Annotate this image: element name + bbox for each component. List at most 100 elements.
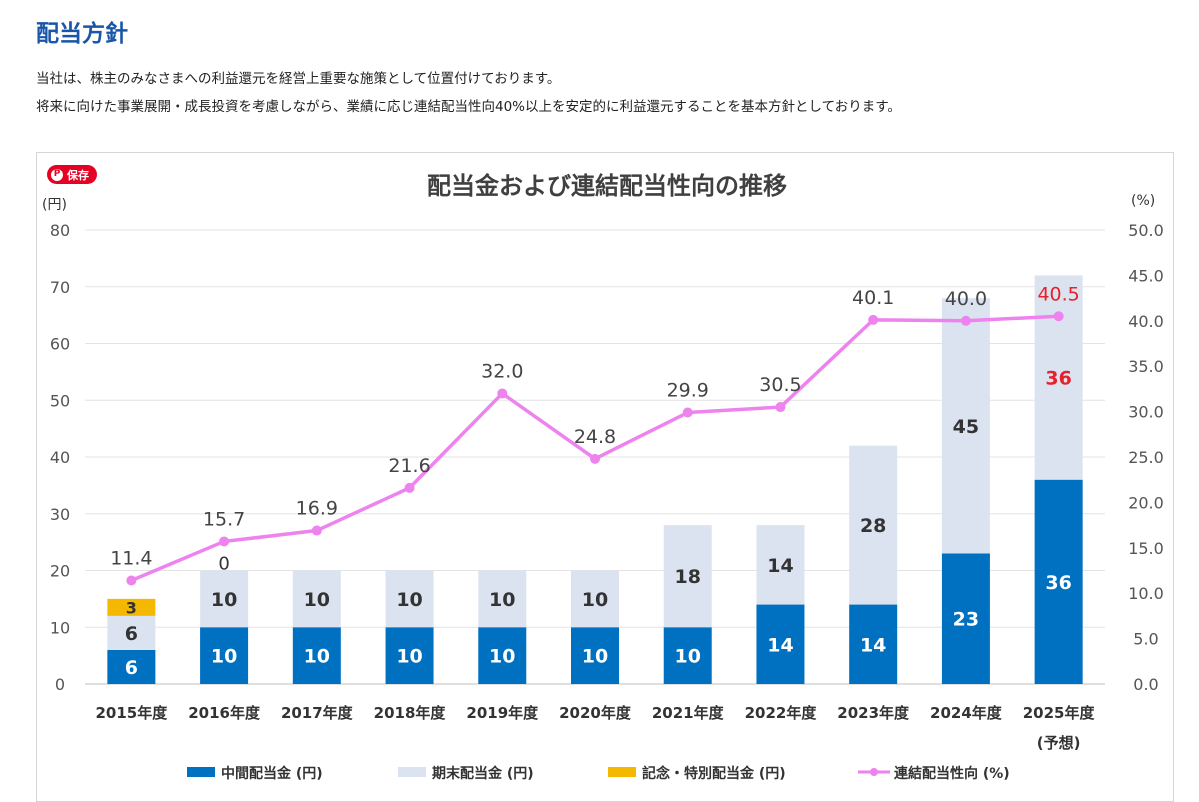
bar-final [1034, 275, 1083, 480]
label-interim: 10 [675, 646, 701, 668]
right-tick-label: 50.0 [1128, 221, 1164, 240]
payout-ratio-label: 40.1 [852, 287, 894, 309]
payout-ratio-point [682, 407, 693, 418]
label-interim: 36 [1045, 572, 1071, 594]
legend-label: 期末配当金 (円) [432, 765, 534, 782]
label-interim: 23 [953, 609, 979, 631]
left-tick-label: 50 [50, 391, 70, 410]
label-interim: 10 [304, 646, 330, 668]
bar-final [849, 445, 898, 605]
payout-ratio-label: 15.7 [203, 508, 245, 530]
right-axis-unit: (%) [1131, 193, 1155, 209]
right-tick-label: 5.0 [1133, 630, 1158, 649]
label-final: 36 [1045, 368, 1071, 390]
category-label: 2025年度 [1023, 704, 1096, 722]
right-tick-label: 25.0 [1128, 448, 1164, 467]
label-final: 28 [860, 515, 886, 537]
bar-final [478, 570, 527, 628]
bar-final [107, 615, 156, 650]
category-label: 2018年度 [374, 704, 447, 722]
payout-ratio-point [404, 482, 415, 493]
left-tick-label: 10 [50, 618, 70, 637]
bar-interim [941, 553, 990, 684]
bar-interim [107, 649, 156, 684]
left-tick-label: 40 [50, 448, 70, 467]
category-label: 2022年度 [745, 704, 818, 722]
legend-swatch [608, 767, 636, 777]
payout-ratio-point [219, 536, 230, 547]
label-interim: 10 [489, 646, 515, 668]
bar-final [200, 570, 249, 628]
label-interim: 10 [582, 646, 608, 668]
category-label: 2021年度 [652, 704, 725, 722]
bar-final [571, 570, 619, 628]
label-final: 45 [953, 416, 979, 438]
legend-label: 中間配当金 (円) [221, 765, 323, 782]
bar-interim [756, 604, 805, 684]
payout-ratio-label: 40.5 [1037, 283, 1079, 305]
pinterest-save-button[interactable]: P 保存 [47, 165, 97, 184]
category-note: (予想) [1037, 734, 1081, 752]
bar-final [663, 525, 712, 628]
payout-ratio-label: 11.4 [110, 547, 152, 569]
right-tick-label: 0.0 [1133, 675, 1158, 694]
category-label: 2017年度 [281, 704, 354, 722]
pinterest-icon: P [51, 168, 63, 181]
bar-interim [849, 604, 898, 684]
label-final: 10 [304, 589, 330, 611]
bar-interim [571, 627, 619, 684]
right-tick-label: 30.0 [1128, 403, 1164, 422]
right-tick-label: 20.0 [1128, 493, 1164, 512]
policy-paragraph-2: 将来に向けた事業展開・成長投資を考慮しながら、業績に応じ連結配当性向40%以上を… [36, 99, 901, 115]
right-tick-label: 10.0 [1128, 584, 1164, 603]
label-interim: 14 [860, 634, 886, 656]
left-tick-label: 60 [50, 335, 70, 354]
category-label: 2016年度 [188, 704, 261, 722]
payout-ratio-label: 30.5 [759, 374, 801, 396]
payout-ratio-point [868, 314, 879, 325]
payout-ratio-line [130, 314, 1059, 583]
category-label: 2015年度 [95, 704, 168, 722]
payout-ratio-point [1053, 311, 1064, 322]
payout-ratio-point [590, 453, 600, 464]
category-label: 2023年度 [837, 704, 910, 722]
bar-final [385, 570, 434, 628]
right-tick-label: 15.0 [1128, 539, 1164, 558]
payout-ratio-label: 21.6 [388, 455, 430, 477]
bar-interim [663, 627, 712, 684]
category-label: 2024年度 [930, 704, 1003, 722]
label-special: 3 [126, 598, 137, 617]
left-tick-label: 70 [50, 278, 70, 297]
bar-interim [385, 627, 434, 684]
payout-ratio-label: 29.9 [667, 380, 709, 402]
payout-ratio-label: 40.0 [945, 288, 987, 310]
payout-ratio-label: 32.0 [481, 360, 523, 382]
bar-interim [200, 627, 249, 684]
label-special: 0 [218, 554, 229, 575]
category-label: 2019年度 [466, 704, 539, 722]
left-tick-label: 20 [50, 562, 70, 581]
label-interim: 6 [125, 657, 138, 679]
left-tick-label: 0 [55, 675, 65, 694]
payout-ratio-point [126, 575, 137, 586]
left-axis-unit: (円) [42, 197, 67, 213]
bar-final [756, 525, 805, 605]
page-title: 配当方針 [36, 21, 128, 47]
bar-final [292, 570, 341, 628]
legend-swatch-point [870, 768, 878, 776]
right-tick-label: 40.0 [1128, 312, 1164, 331]
label-final: 10 [396, 589, 422, 611]
right-tick-label: 45.0 [1128, 266, 1164, 285]
bar-final [941, 298, 990, 554]
save-label: 保存 [67, 168, 89, 182]
label-final: 18 [675, 566, 701, 588]
category-label: 2020年度 [559, 704, 632, 722]
payout-ratio-point [311, 525, 322, 536]
label-interim: 14 [767, 634, 793, 656]
right-tick-label: 35.0 [1128, 357, 1164, 376]
payout-ratio-point [775, 402, 786, 413]
chart-title: 配当金および連結配当性向の推移 [427, 172, 787, 200]
bar-special [107, 598, 156, 616]
payout-ratio-point [497, 388, 508, 399]
